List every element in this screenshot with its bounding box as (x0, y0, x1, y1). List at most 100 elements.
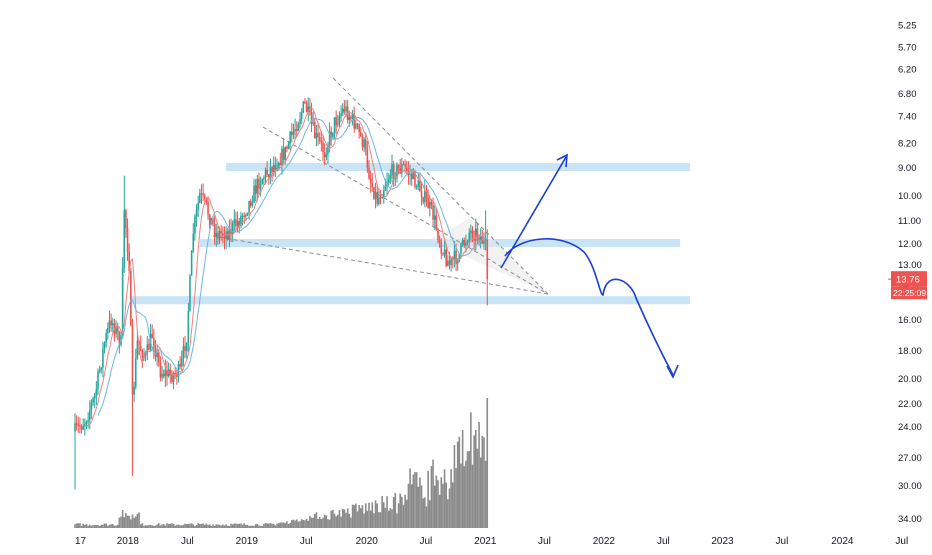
candle-body (85, 421, 88, 424)
candle-body (386, 183, 388, 187)
candle-body (470, 230, 472, 233)
volume-bar (240, 523, 242, 528)
volume-bar (378, 512, 380, 528)
volume-bar (292, 519, 295, 528)
volume-bar (161, 524, 163, 528)
volume-bar (417, 486, 420, 528)
volume-bar (473, 435, 475, 528)
candle-body (169, 369, 172, 376)
candle-body (115, 326, 117, 335)
volume-bar (230, 523, 232, 528)
candle-body (118, 331, 121, 345)
candle-body (146, 344, 149, 353)
volume-bar (141, 523, 144, 528)
candle-body (376, 192, 379, 204)
candle-body (442, 253, 444, 255)
volume-bar (368, 502, 370, 528)
volume-bar (153, 525, 155, 528)
candle-body (190, 251, 193, 276)
volume-bar (355, 503, 357, 528)
candle-body (304, 101, 306, 103)
volume-bar (225, 524, 227, 528)
volume-bar (363, 513, 365, 528)
volume-bar (228, 525, 231, 528)
candle-body (461, 240, 464, 244)
volume-bar (468, 451, 470, 528)
candle-body (84, 423, 86, 426)
candle-body (359, 131, 362, 137)
volume-bar (180, 525, 183, 528)
volume-bar (258, 525, 260, 528)
candle-body (371, 183, 374, 188)
candle-body (327, 145, 329, 155)
volume-bar (189, 523, 191, 528)
time-tick-label: Jul (538, 536, 551, 547)
candle-body (230, 229, 232, 234)
candle-body (217, 233, 219, 239)
candle-body (180, 357, 183, 367)
time-axis[interactable]: 17 2018 Jul 2019 Jul 2020 Jul 2021 Jul 2022 Jul 202… (75, 536, 908, 547)
candle-body (98, 370, 101, 372)
volume-bar (263, 523, 265, 528)
candle-body (194, 216, 196, 234)
candle-body (355, 123, 357, 129)
volume-bar (348, 513, 351, 528)
candle-body (320, 140, 323, 143)
price-tick-label: 8.20 (898, 138, 917, 149)
volume-bar (414, 472, 416, 528)
volume-bar (381, 496, 383, 528)
candle-body (412, 170, 415, 180)
volume-bar (203, 524, 206, 528)
volume-bar (450, 469, 452, 528)
volume-bar (327, 519, 329, 528)
candle-body (419, 180, 421, 192)
candle-body (478, 237, 480, 241)
price-tick-label: 30.00 (898, 481, 922, 492)
candle-body (74, 423, 76, 432)
volume-bar (361, 505, 364, 528)
volume-bar (100, 524, 103, 528)
candle-body (332, 132, 334, 138)
volume-bar (373, 513, 375, 528)
price-tick-label: 27.00 (898, 453, 922, 464)
candle-body (392, 164, 395, 180)
candle-body (463, 240, 466, 246)
volume-bar (202, 523, 204, 528)
volume-bar (208, 524, 211, 528)
volume-bar (200, 523, 203, 528)
candle-body (189, 275, 191, 311)
volume-bar (328, 519, 331, 528)
candle-body (440, 242, 443, 254)
candle-body (323, 152, 326, 158)
candle-body (310, 112, 313, 124)
candle-body (116, 326, 119, 332)
volume-bar (116, 524, 119, 528)
candle-body (401, 164, 403, 174)
candle-body (299, 119, 301, 124)
candle-body (368, 167, 370, 179)
volume-bar (289, 522, 291, 528)
candle-body (302, 101, 305, 113)
candle-body (153, 338, 155, 349)
candle-body (425, 190, 428, 198)
volume-bar (341, 508, 344, 528)
bearish-path-arrow (504, 238, 674, 376)
candle-body (458, 253, 461, 262)
candle-body (350, 116, 352, 119)
volume-bar (396, 513, 398, 528)
candle-body (110, 320, 112, 326)
candle-body (297, 123, 300, 131)
volume-bar (401, 496, 403, 528)
candle-body (161, 373, 163, 378)
candle-body (476, 228, 479, 238)
candle-body (281, 148, 283, 165)
volume-bar (443, 469, 446, 528)
candle-body (284, 146, 287, 160)
candle-body (243, 215, 245, 217)
volume-bar (238, 523, 241, 528)
volume-bar (317, 518, 319, 528)
candle-body (468, 232, 470, 242)
volume-bar (463, 466, 466, 528)
candle-body (156, 352, 158, 357)
